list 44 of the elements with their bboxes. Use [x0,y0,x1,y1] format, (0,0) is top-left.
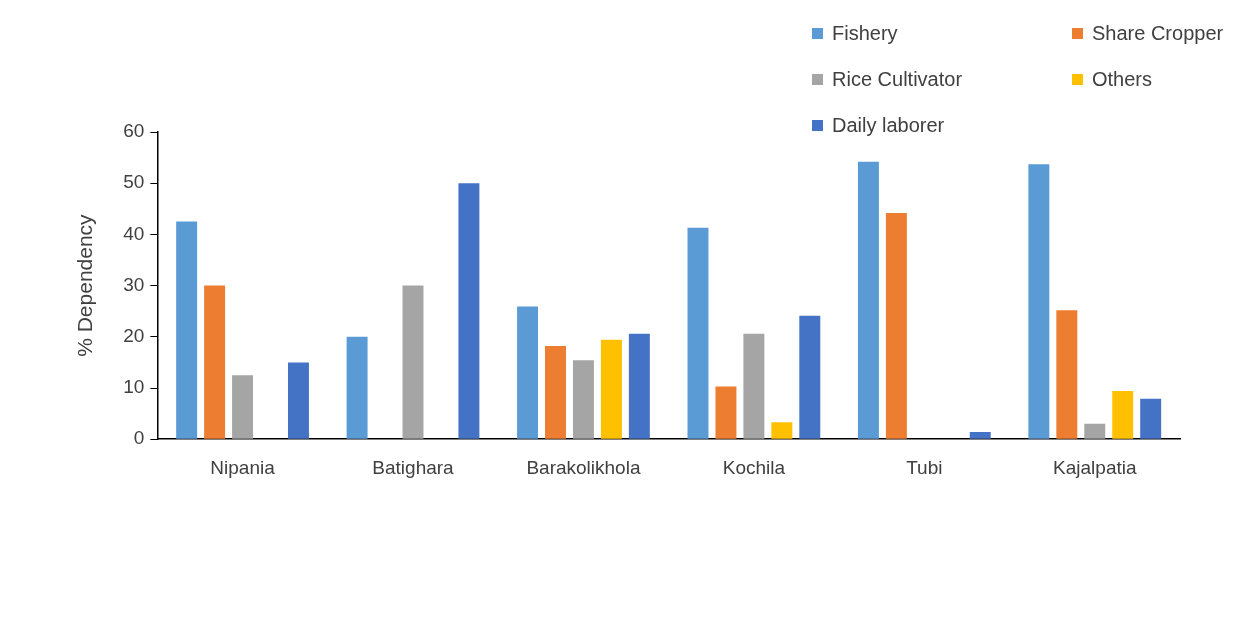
x-tick-label: Batighara [372,456,455,478]
legend-label: Share Cropper [1092,21,1224,45]
x-tick-label: Barakolikhola [526,456,641,478]
x-tick-label: Kajalpatia [1053,456,1137,478]
y-tick-label: 10 [123,376,145,398]
bar [969,432,991,439]
bar [1140,398,1162,439]
bar [572,360,594,439]
bar [1056,310,1078,439]
bar [517,306,539,439]
bar [1028,164,1050,439]
bar [402,285,424,439]
x-tick-label: Tubi [906,456,943,478]
y-tick-label: 0 [133,427,145,449]
y-tick-label: 40 [123,222,145,244]
bar [458,183,480,439]
bar [346,336,368,439]
legend-label: Rice Cultivator [832,67,963,91]
bar [743,333,765,439]
bar [799,315,821,439]
bar [771,422,793,439]
bar [545,346,566,439]
bar [1084,423,1106,439]
bar [628,333,650,439]
bar [1112,391,1134,439]
y-tick-label: 50 [123,171,145,193]
bar [687,227,709,439]
bar [204,285,226,439]
bar [176,221,198,439]
bar [885,212,907,439]
y-tick-label: 20 [123,325,145,347]
x-tick-label: Nipania [210,456,276,478]
y-axis-title: % Dependency [73,213,97,357]
y-tick-label: 30 [123,273,145,295]
bar [232,375,254,439]
bar [287,362,309,439]
legend-label: Daily laborer [832,113,945,137]
legend-label: Others [1092,67,1153,91]
bar [715,386,737,439]
legend-label: Fishery [832,21,898,45]
x-tick-label: Kochila [722,456,786,478]
y-tick-label: 60 [123,120,145,142]
bar [857,161,879,439]
bar [600,339,622,439]
